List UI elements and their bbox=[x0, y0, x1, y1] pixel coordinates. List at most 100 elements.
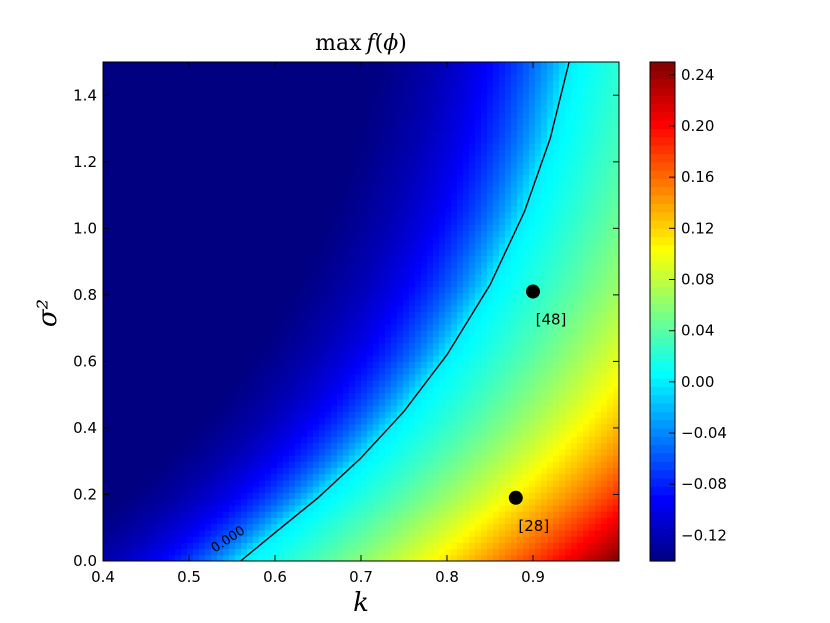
heat-cell bbox=[169, 517, 176, 525]
heat-cell bbox=[223, 473, 230, 481]
heat-cell bbox=[223, 348, 230, 356]
heat-cell bbox=[355, 205, 362, 213]
heat-cell bbox=[217, 111, 224, 119]
heat-cell bbox=[127, 186, 134, 194]
heat-cell bbox=[307, 205, 314, 213]
heat-cell bbox=[235, 498, 242, 506]
heat-cell bbox=[133, 523, 140, 531]
heat-cell bbox=[217, 68, 224, 76]
heat-cell bbox=[157, 467, 164, 475]
heat-cell bbox=[397, 292, 404, 300]
heat-cell bbox=[295, 342, 302, 350]
heat-cell bbox=[307, 504, 314, 512]
heat-cell bbox=[319, 467, 326, 475]
heat-cell bbox=[433, 286, 440, 294]
heat-cell bbox=[241, 299, 248, 306]
heat-cell bbox=[307, 161, 314, 169]
heat-cell bbox=[319, 348, 326, 356]
heat-cell bbox=[421, 249, 428, 256]
heat-cell bbox=[445, 411, 452, 419]
heat-cell bbox=[319, 124, 326, 132]
heat-cell bbox=[205, 255, 212, 263]
heat-cell bbox=[139, 136, 146, 144]
heat-cell bbox=[235, 230, 242, 238]
heat-cell bbox=[265, 436, 272, 444]
heat-cell bbox=[247, 442, 254, 450]
heat-cell bbox=[199, 286, 206, 294]
heat-cell bbox=[331, 542, 338, 550]
heat-cell bbox=[259, 373, 266, 381]
heat-cell bbox=[289, 311, 296, 319]
heat-cell bbox=[289, 230, 296, 238]
heat-cell bbox=[175, 292, 182, 300]
heat-cell bbox=[241, 118, 248, 125]
heat-cell bbox=[283, 230, 290, 238]
heat-cell bbox=[427, 442, 434, 450]
heat-cell bbox=[103, 423, 110, 431]
heat-cell bbox=[409, 186, 416, 194]
heat-cell bbox=[283, 548, 290, 556]
heat-cell bbox=[355, 280, 362, 288]
heat-cell bbox=[283, 255, 290, 263]
heat-cell bbox=[307, 80, 314, 88]
heat-cell bbox=[157, 536, 164, 543]
heat-cell bbox=[151, 473, 158, 481]
heat-cell bbox=[193, 236, 200, 244]
heat-cell bbox=[313, 542, 320, 550]
heat-cell bbox=[211, 554, 218, 561]
heat-cell bbox=[265, 255, 272, 263]
heat-cell bbox=[139, 398, 146, 406]
heat-cell bbox=[163, 149, 170, 157]
heat-cell bbox=[361, 461, 368, 469]
heat-cell bbox=[139, 118, 146, 125]
heat-cell bbox=[175, 492, 182, 500]
heat-cell bbox=[469, 486, 476, 493]
heat-cell bbox=[457, 242, 464, 250]
heat-cell bbox=[451, 249, 458, 256]
heat-cell bbox=[463, 405, 470, 412]
heat-cell bbox=[397, 430, 404, 437]
heat-cell bbox=[127, 311, 134, 319]
heat-cell bbox=[121, 430, 128, 437]
heat-cell bbox=[469, 62, 476, 69]
heat-cell bbox=[169, 249, 176, 256]
heat-cell bbox=[265, 80, 272, 88]
heat-cell bbox=[205, 423, 212, 431]
heat-cell bbox=[103, 62, 110, 69]
heat-cell bbox=[223, 398, 230, 406]
heat-cell bbox=[469, 361, 476, 369]
heat-cell bbox=[103, 411, 110, 419]
heat-cell bbox=[433, 242, 440, 250]
heat-cell bbox=[271, 68, 278, 76]
heat-cell bbox=[337, 392, 344, 400]
heat-cell bbox=[457, 492, 464, 500]
heat-cell bbox=[241, 486, 248, 493]
heat-cell bbox=[259, 342, 266, 350]
heat-cell bbox=[463, 317, 470, 325]
heat-cell bbox=[277, 542, 284, 550]
heat-cell bbox=[223, 405, 230, 412]
heat-cell bbox=[103, 136, 110, 144]
heat-cell bbox=[229, 136, 236, 144]
heat-cell bbox=[421, 523, 428, 531]
heat-cell bbox=[451, 380, 458, 387]
heat-cell bbox=[301, 411, 308, 419]
heat-cell bbox=[247, 523, 254, 531]
heat-cell bbox=[373, 467, 380, 475]
heat-cell bbox=[397, 517, 404, 525]
heat-cell bbox=[271, 299, 278, 306]
heat-cell bbox=[151, 180, 158, 188]
heat-cell bbox=[295, 80, 302, 88]
heat-cell bbox=[229, 242, 236, 250]
heat-cell bbox=[121, 118, 128, 125]
heat-cell bbox=[415, 130, 422, 138]
heat-cell bbox=[109, 392, 116, 400]
heat-cell bbox=[151, 255, 158, 263]
heat-cell bbox=[211, 423, 218, 431]
heat-cell bbox=[289, 155, 296, 163]
heat-cell bbox=[379, 423, 386, 431]
heat-cell bbox=[175, 436, 182, 444]
heat-cell bbox=[169, 542, 176, 550]
heat-cell bbox=[247, 292, 254, 300]
title-paren-open: ( bbox=[375, 31, 384, 56]
